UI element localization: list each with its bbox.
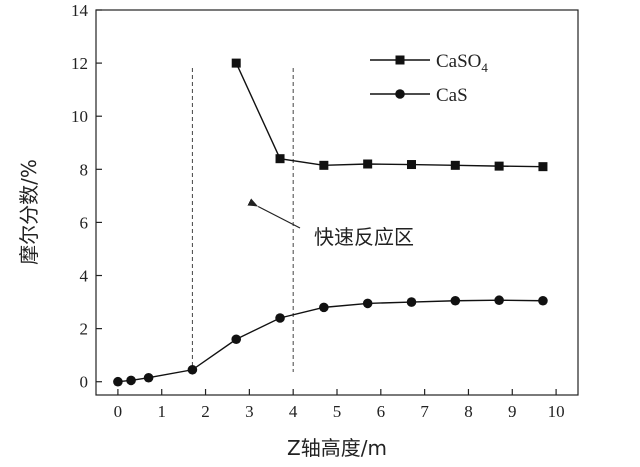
plot-frame (95, 9, 579, 396)
x-axis-title: Z轴高度/m (287, 436, 387, 460)
legend-marker-CaS (395, 89, 405, 99)
x-tick-label: 1 (157, 402, 166, 421)
x-tick-label: 4 (289, 402, 298, 421)
data-point-CaSO4 (231, 58, 241, 68)
legend-label-CaS: CaS (436, 85, 468, 106)
data-point-CaS (494, 295, 504, 306)
data-point-CaS (143, 372, 154, 383)
data-point-CaS (362, 298, 373, 309)
x-tick-label: 2 (201, 402, 210, 421)
y-tick-label: 10 (71, 107, 88, 126)
data-point-CaSO4 (538, 162, 548, 172)
data-point-CaSO4 (319, 160, 329, 170)
annotation-label: 快速反应区 (314, 225, 414, 249)
y-tick-label: 6 (80, 213, 89, 232)
legend-label-CaSO4: CaSO4 (436, 51, 488, 75)
x-tick-label: 0 (114, 402, 123, 421)
y-tick-label: 2 (80, 320, 89, 339)
data-point-CaS (275, 313, 285, 323)
series-line-CaSO4 (235, 62, 543, 168)
data-point-CaS (187, 364, 198, 375)
data-point-CaS (538, 295, 548, 306)
x-tick-label: 3 (245, 402, 254, 421)
x-tick-label: 10 (548, 402, 565, 421)
data-point-CaS (450, 295, 461, 306)
y-tick-label: 0 (80, 373, 89, 392)
x-tick-label: 5 (333, 402, 342, 421)
data-point-CaS (406, 297, 417, 307)
x-tick-label: 7 (420, 402, 429, 421)
data-point-CaSO4 (363, 159, 373, 169)
data-point-CaS (126, 375, 136, 386)
data-point-CaS (319, 302, 329, 313)
y-axis-title: 摩尔分数/% (17, 159, 41, 265)
x-tick-label: 9 (508, 402, 517, 421)
data-point-CaSO4 (450, 160, 460, 170)
data-point-CaSO4 (406, 160, 416, 170)
data-point-CaSO4 (275, 154, 285, 164)
annotation-arrow (247, 198, 301, 229)
legend-marker-CaSO4 (395, 55, 405, 65)
y-tick-label: 4 (80, 267, 89, 286)
y-tick-label: 14 (71, 1, 89, 20)
data-point-CaS (113, 376, 123, 387)
x-tick-label: 8 (464, 402, 473, 421)
y-tick-label: 12 (71, 54, 88, 73)
series-line-CaS (117, 299, 543, 383)
x-tick-label: 6 (377, 402, 386, 421)
data-point-CaS (231, 334, 242, 345)
data-point-CaSO4 (494, 161, 504, 171)
y-tick-label: 8 (80, 160, 89, 179)
